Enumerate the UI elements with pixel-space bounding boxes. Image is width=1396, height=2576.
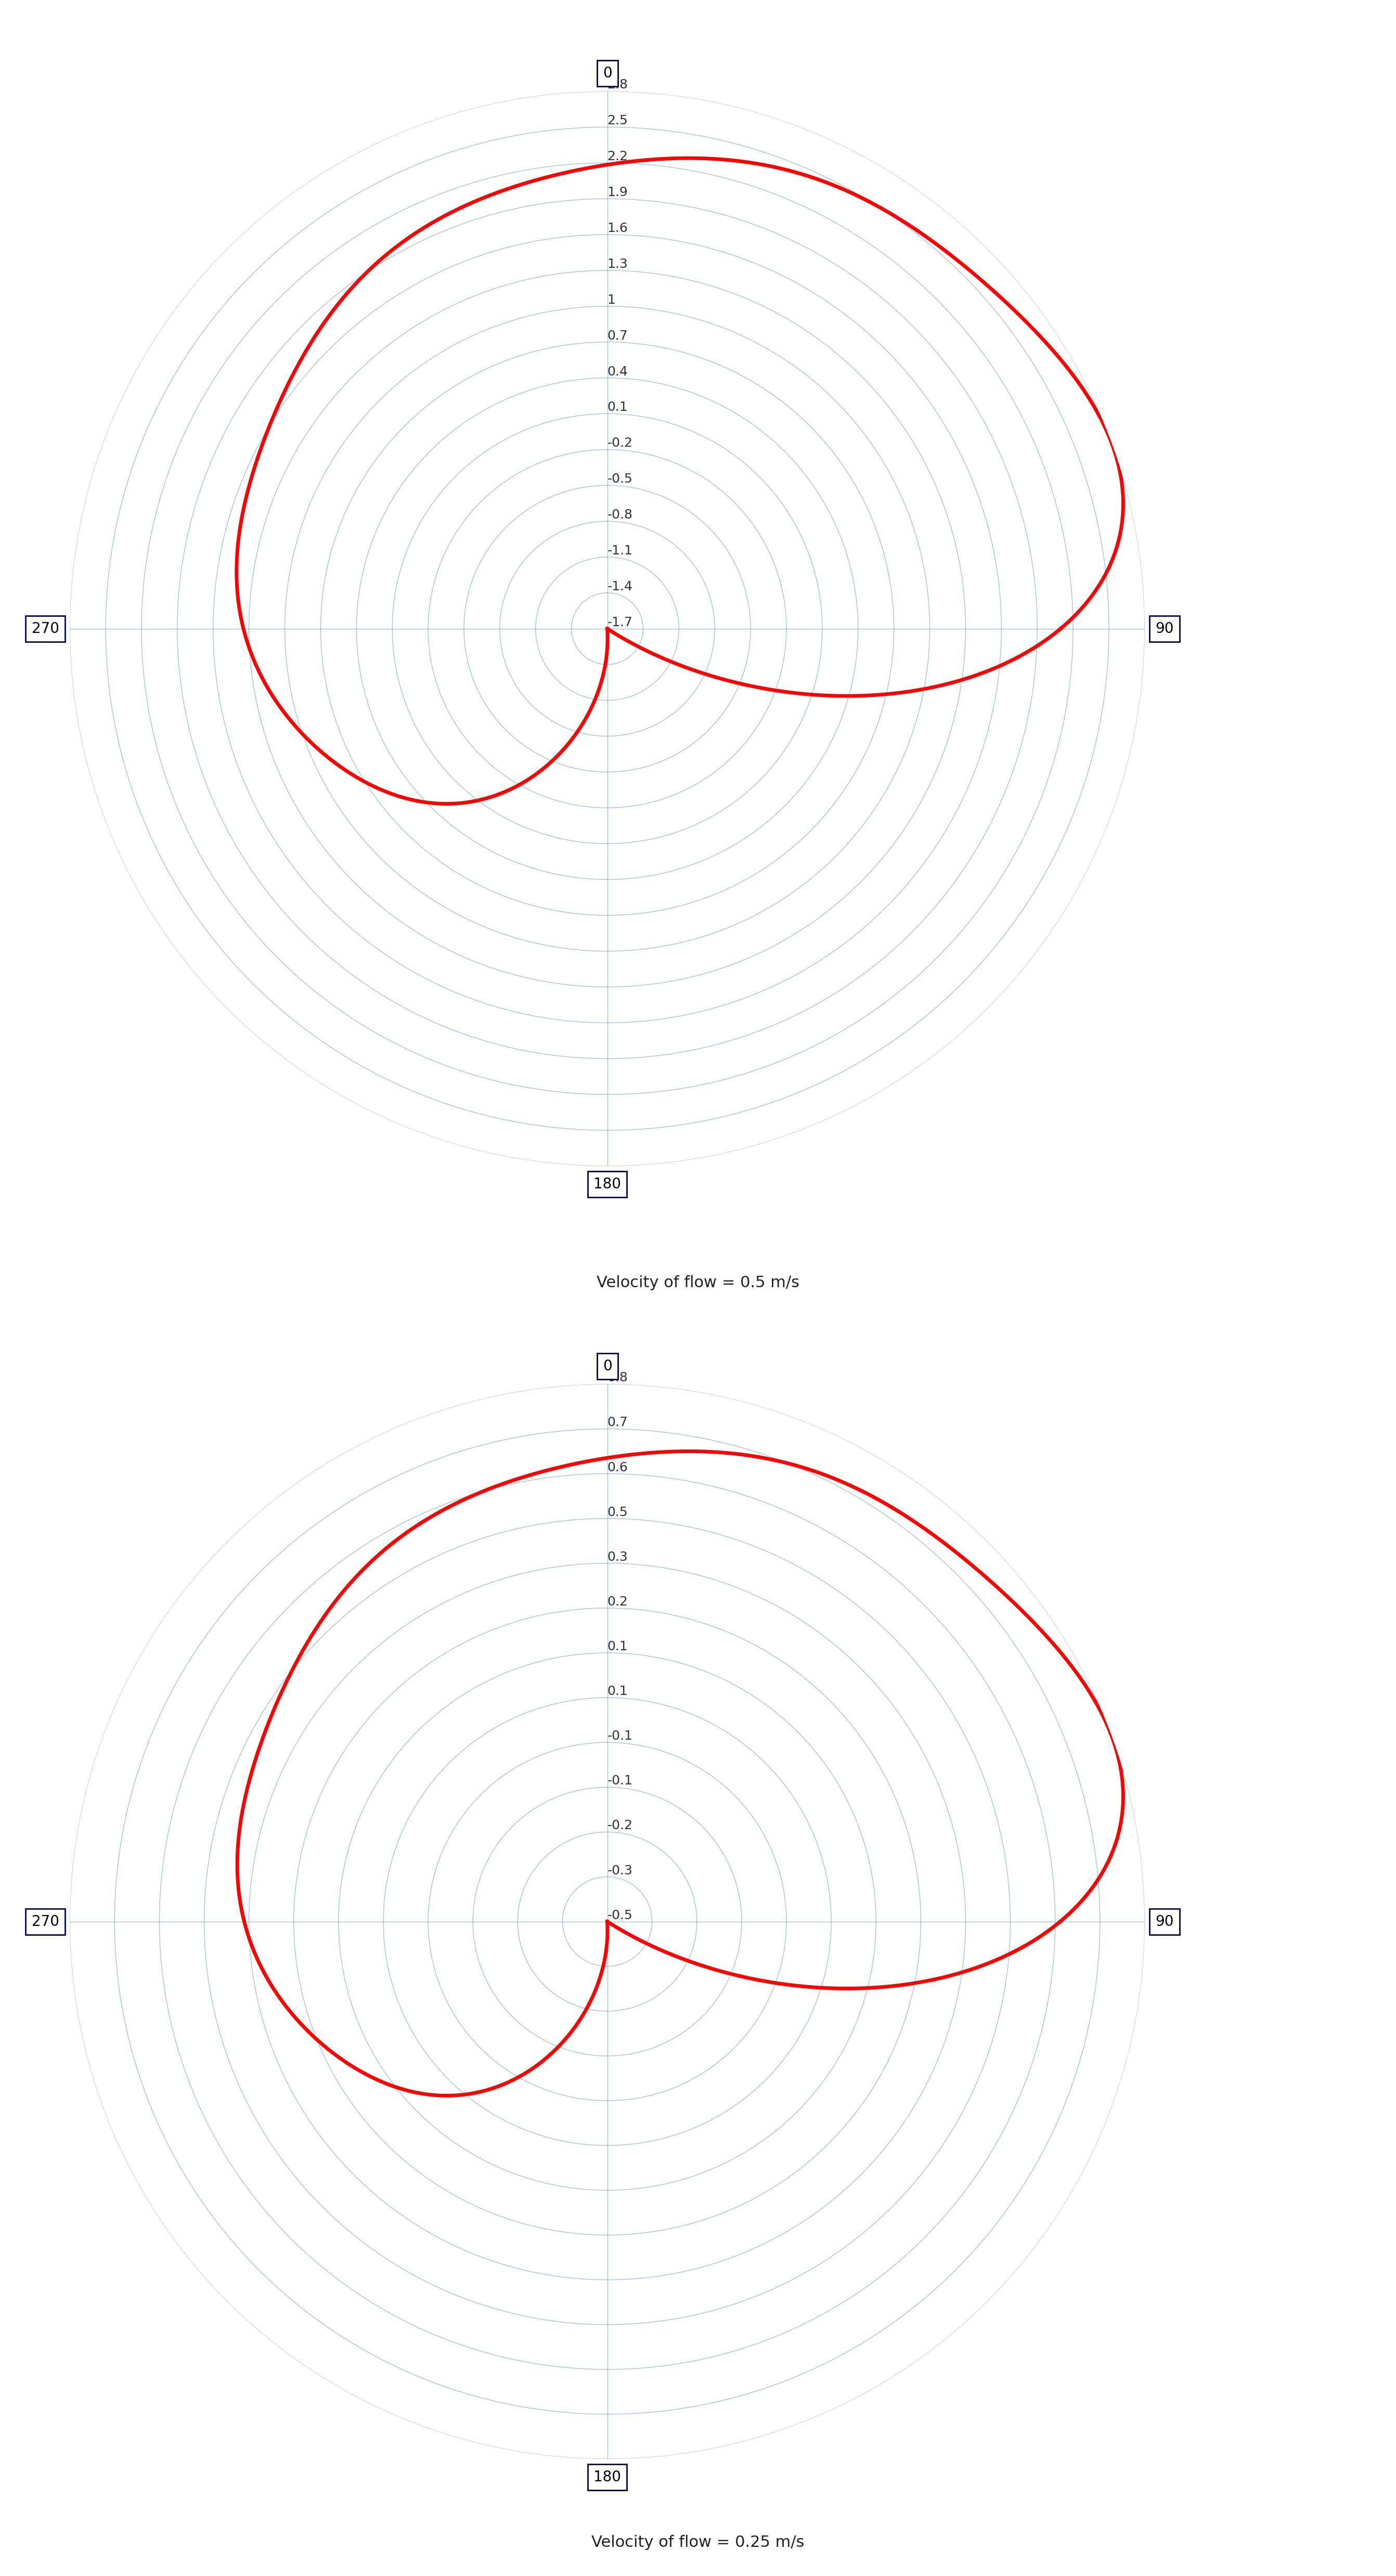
Text: 270: 270 [32,621,59,636]
Text: 180: 180 [593,2470,621,2483]
Text: 90: 90 [1156,621,1174,636]
Text: 0: 0 [603,67,611,80]
Text: 270: 270 [32,1914,59,1929]
Text: 0: 0 [603,1358,611,1373]
Text: 90: 90 [1156,1914,1174,1929]
Text: 180: 180 [593,1177,621,1193]
Text: Velocity of flow = 0.5 m/s: Velocity of flow = 0.5 m/s [596,1275,800,1291]
Text: Velocity of flow = 0.25 m/s: Velocity of flow = 0.25 m/s [592,2535,804,2550]
